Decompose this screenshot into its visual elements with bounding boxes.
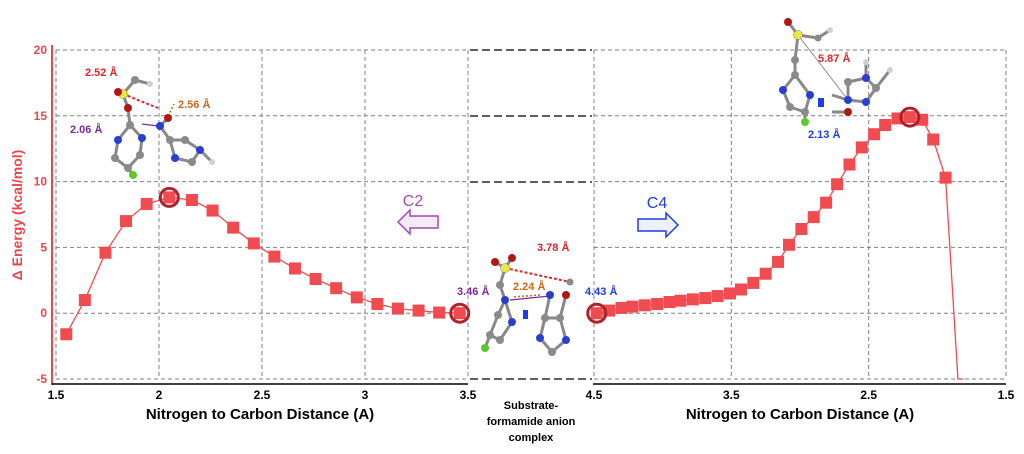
data-point — [638, 299, 651, 312]
series-line — [596, 116, 964, 380]
data-point — [868, 128, 881, 141]
data-point — [350, 291, 363, 304]
data-point — [309, 272, 322, 285]
data-point — [759, 267, 772, 280]
data-point — [772, 255, 785, 268]
data-point — [903, 111, 916, 124]
right-annotation-2: 2.13 Å — [808, 128, 840, 141]
highlight-circle — [158, 186, 180, 208]
data-point — [843, 158, 856, 171]
center-annotation-3: 2.24 Å — [513, 280, 545, 293]
left-x-tick-labels: 1.5 2 2.5 3 3.5 — [48, 388, 477, 402]
data-point — [663, 296, 676, 309]
data-point — [831, 178, 844, 191]
data-point — [855, 141, 868, 154]
left-annotation-1: 2.52 Å — [85, 66, 117, 79]
x-tick-label: 2.5 — [254, 388, 271, 402]
y-tick-label: 20 — [34, 43, 48, 57]
right-annotation-1: 5.87 Å — [818, 52, 850, 65]
c2-direction-label: C2 — [403, 193, 424, 210]
data-point — [412, 304, 425, 317]
right-panel: 4.5 3.5 2.5 1.5 Nitrogen to Carbon Distance… — [586, 49, 1015, 423]
data-point — [699, 292, 712, 305]
data-point — [879, 119, 892, 132]
y-tick-label: 10 — [34, 175, 48, 189]
highlight-circle — [899, 106, 921, 128]
data-point — [60, 328, 73, 341]
center-annotation-4: 4.43 Å — [585, 285, 617, 298]
x-tick-label: 1.5 — [998, 388, 1015, 402]
data-point — [288, 262, 301, 275]
y-tick-label: 5 — [40, 240, 47, 254]
data-point — [247, 237, 260, 250]
left-annotation-3: 2.06 Å — [70, 123, 102, 136]
x-tick-label: 3.5 — [460, 388, 477, 402]
y-tick-label: -5 — [36, 372, 47, 386]
data-point — [120, 215, 133, 228]
right-series — [586, 106, 964, 380]
c2-direction-arrow — [396, 208, 439, 236]
right-x-tick-labels: 4.5 3.5 2.5 1.5 — [586, 388, 1015, 402]
data-point — [734, 283, 747, 296]
left-annotation-2: 2.56 Å — [178, 98, 210, 111]
data-point — [590, 307, 603, 320]
x-tick-label: 4.5 — [586, 388, 603, 402]
left-series — [60, 186, 471, 341]
center-label-line-3: complex — [509, 432, 555, 444]
x-tick-label: 1.5 — [48, 388, 65, 402]
data-point — [927, 133, 940, 146]
x-tick-label: 2 — [156, 388, 163, 402]
right-x-axis-label: Nitrogen to Carbon Distance (A) — [686, 406, 914, 423]
center-molecule-image — [481, 254, 574, 356]
data-point — [453, 307, 466, 320]
data-point — [206, 204, 219, 217]
data-point — [78, 294, 91, 307]
y-tick-label: 0 — [40, 306, 47, 320]
right-grid — [593, 49, 1007, 380]
center-label-line-2: formamide anion — [487, 416, 576, 428]
data-point — [391, 302, 404, 315]
data-point — [674, 294, 687, 307]
data-point — [711, 290, 724, 303]
data-point — [820, 196, 833, 209]
data-point — [795, 222, 808, 235]
data-point — [723, 287, 736, 300]
data-point — [939, 171, 952, 184]
data-point — [185, 194, 198, 207]
y-tick-labels: -5 0 5 10 15 20 — [34, 43, 48, 386]
center-panel: Substrate- formamide anion complex — [457, 49, 617, 444]
data-point — [99, 246, 112, 259]
center-label-line-1: Substrate- — [504, 400, 559, 412]
y-axis-label: Δ Energy (kcal/mol) — [9, 150, 25, 281]
x-tick-label: 3.5 — [723, 388, 740, 402]
data-point — [140, 197, 153, 210]
center-annotation-1: 3.78 Å — [537, 241, 569, 254]
data-point — [330, 282, 343, 295]
data-point — [227, 221, 240, 234]
highlight-circle — [449, 302, 471, 324]
left-molecule-image — [111, 76, 215, 179]
c4-direction-label: C4 — [647, 195, 668, 212]
highlight-circle — [586, 302, 608, 324]
data-point — [371, 297, 384, 310]
data-point — [163, 191, 176, 204]
x-tick-label: 2.5 — [860, 388, 877, 402]
data-point — [747, 276, 760, 289]
right-molecule-image — [779, 18, 893, 126]
left-x-axis-label: Nitrogen to Carbon Distance (A) — [146, 406, 374, 423]
c4-direction-arrow — [637, 211, 680, 239]
y-tick-label: 15 — [34, 109, 48, 123]
data-point — [651, 297, 664, 310]
data-point — [615, 301, 628, 314]
data-point — [268, 250, 281, 263]
data-point — [807, 211, 820, 224]
data-point — [433, 306, 446, 319]
x-tick-label: 3 — [362, 388, 369, 402]
center-annotation-2: 3.46 Å — [457, 285, 489, 298]
data-point — [686, 293, 699, 306]
left-panel: -5 0 5 10 15 20 1.5 2 2.5 3 3.5 Δ Energy (kcal/mo… — [9, 43, 477, 423]
data-point — [783, 238, 796, 251]
data-point — [626, 300, 639, 313]
